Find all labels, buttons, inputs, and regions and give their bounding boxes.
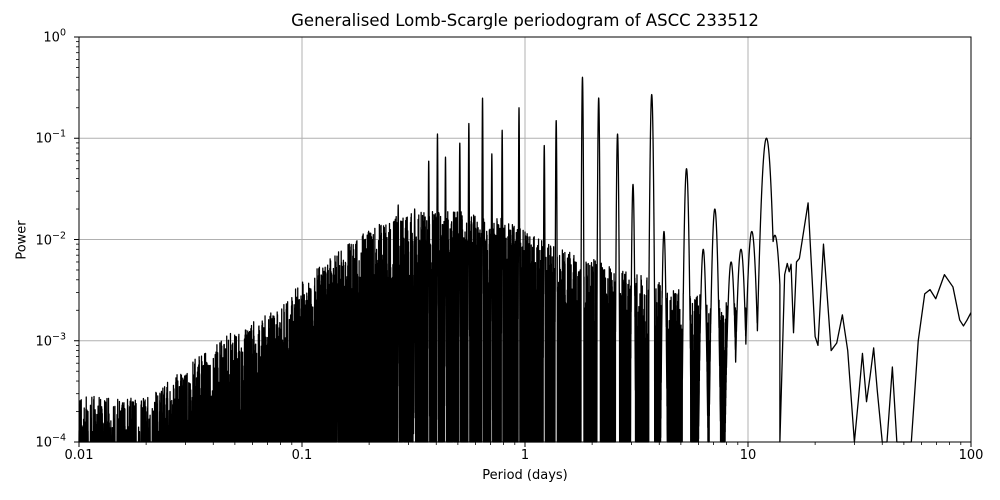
y-tick-label: 10−3 xyxy=(35,331,66,350)
chart-title: Generalised Lomb-Scargle periodogram of … xyxy=(291,11,759,30)
y-axis-label: Power xyxy=(14,220,30,260)
periodogram-line xyxy=(78,76,972,443)
x-tick-label: 0.01 xyxy=(64,448,94,463)
y-tick-label: 100 xyxy=(43,27,66,46)
y-tick-label: 10−2 xyxy=(35,229,66,249)
x-tick-label: 0.1 xyxy=(291,448,313,463)
axes-frame xyxy=(78,36,972,443)
y-tick-label: 10−4 xyxy=(35,432,66,451)
y-tick-label: 10−1 xyxy=(35,128,66,147)
x-tick-label: 100 xyxy=(958,448,984,463)
x-tick-label: 1 xyxy=(520,448,530,463)
x-tick-label: 10 xyxy=(739,448,757,463)
x-axis-label: Period (days) xyxy=(482,468,568,483)
